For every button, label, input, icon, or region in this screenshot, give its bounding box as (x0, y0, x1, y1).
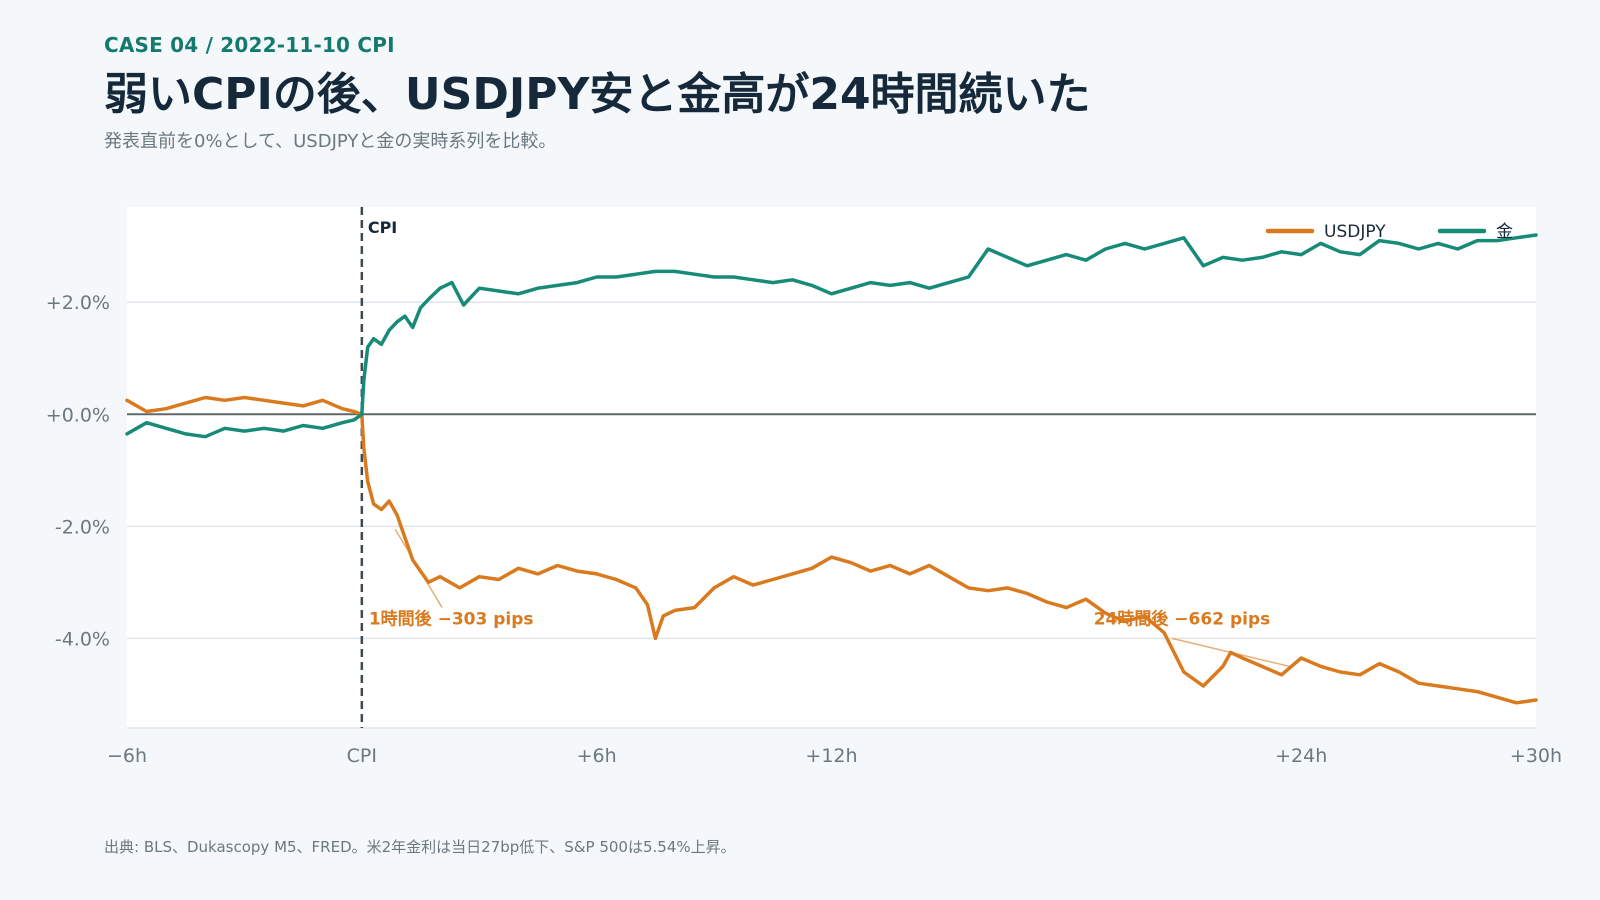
legend-label: 金 (1496, 222, 1513, 242)
annotation-leader (1171, 637, 1290, 668)
chart-title: 弱いCPIの後、USDJPY安と金高が24時間続いた (104, 69, 1091, 120)
x-tick-label: +24h (1275, 745, 1327, 767)
x-tick-label: CPI (347, 745, 377, 767)
x-tick-label: +12h (805, 745, 857, 767)
series-line-usdjpy (125, 395, 1538, 705)
legend-label: USDJPY (1324, 222, 1386, 242)
y-tick-label: +2.0% (46, 292, 110, 314)
x-tick-label: +30h (1510, 745, 1562, 767)
annotation-label: 1時間後 −303 pips (369, 608, 534, 629)
y-tick-label: -2.0% (55, 516, 110, 538)
series-line-gold (125, 233, 1538, 439)
plot-area (127, 207, 1536, 728)
x-tick-label: +6h (577, 745, 617, 767)
y-tick-label: -4.0% (55, 628, 110, 650)
source-note: 出典: BLS、Dukascopy M5、FRED。米2年金利は当日27bp低下… (104, 838, 736, 856)
chart-subtitle: 発表直前を0%として、USDJPYと金の実時系列を比較。 (104, 131, 557, 152)
x-tick-label: −6h (107, 745, 147, 767)
case-kicker: CASE 04 / 2022-11-10 CPI (104, 33, 395, 57)
cpi-event-label: CPI (368, 218, 397, 237)
y-tick-label: +0.0% (46, 404, 110, 426)
annotation-leader (394, 528, 443, 608)
annotation-label: 24時間後 −662 pips (1094, 608, 1271, 629)
